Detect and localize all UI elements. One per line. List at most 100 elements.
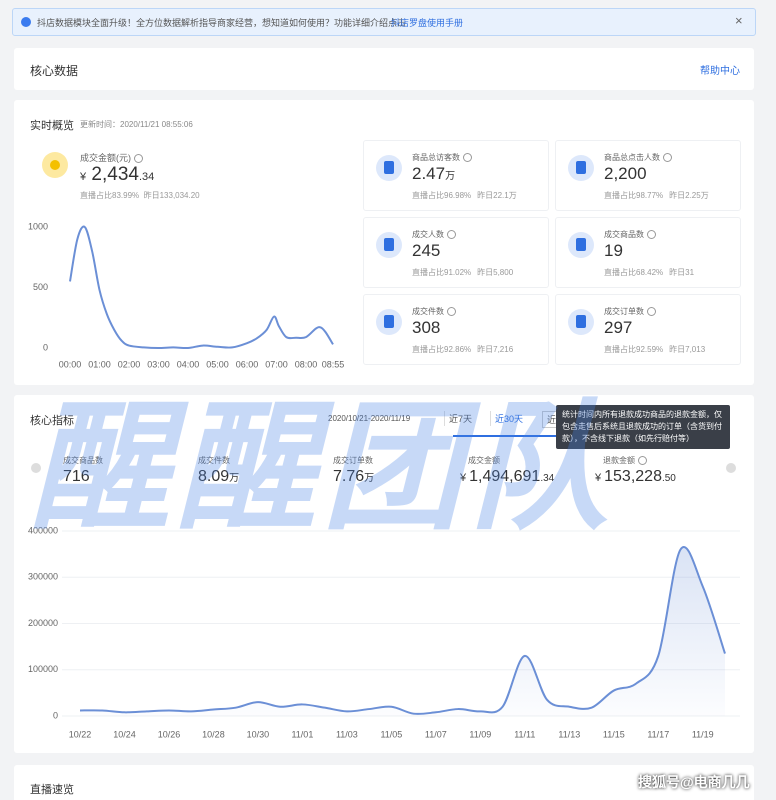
metric-sub: 直播占比92.86% 昨日7,216 (412, 344, 513, 355)
share: 直播占比91.02% (412, 268, 472, 277)
yesterday: 昨日22.1万 (477, 191, 517, 200)
banner: 抖店数据模块全面升级！全方位数据解析指导商家经营，想知道如何使用？功能详细介绍点… (12, 8, 756, 36)
info-icon (21, 17, 31, 27)
label-text: 成交商品数 (604, 230, 644, 239)
x-tick-label: 11/11 (514, 729, 535, 739)
value: 8.09 (198, 468, 230, 485)
value: 308 (412, 318, 441, 337)
metric-value: 245 (412, 241, 440, 261)
live-overview-card: 直播速览 (14, 765, 754, 800)
x-tick-label: 01:00 (88, 359, 111, 369)
help-link[interactable]: 帮助中心 (700, 66, 740, 77)
metric-icon-inner (576, 161, 586, 174)
range-tab[interactable]: 近30天 (490, 411, 527, 426)
metric-value: 2,200 (604, 164, 647, 184)
x-tick-label: 07:00 (265, 359, 288, 369)
money-icon-dot (50, 160, 60, 170)
metric-label: 成交件数 (198, 455, 230, 466)
currency: ¥ (80, 171, 87, 183)
x-tick-label: 11/19 (692, 729, 714, 739)
metric-card: 商品总访客数 2.47万直播占比96.98% 昨日22.1万 (363, 140, 549, 211)
metric-label: 成交件数 (412, 306, 456, 317)
value: 2,200 (604, 164, 647, 183)
metric-icon-inner (384, 315, 394, 328)
help-icon[interactable] (638, 456, 647, 466)
help-icon[interactable] (647, 307, 656, 317)
close-button[interactable]: × (735, 13, 743, 28)
line (79, 546, 726, 715)
metric-icon-inner (384, 238, 394, 251)
x-tick-label: 11/07 (425, 729, 447, 739)
value: 2.47 (412, 164, 446, 183)
x-tick-label: 10/30 (247, 729, 270, 739)
label-text: 成交金额(元) (80, 153, 131, 163)
metric-icon (568, 155, 594, 181)
value: 2,434 (91, 164, 139, 185)
unit: 万 (364, 473, 375, 484)
x-tick-label: 11/09 (469, 729, 491, 739)
label-text: 成交件数 (412, 307, 444, 316)
range-tab[interactable]: 近7天 (444, 411, 476, 426)
tab-underline (453, 435, 561, 437)
section-title: 核心数据 (30, 64, 79, 78)
unit: 万 (229, 473, 240, 484)
banner-link[interactable]: 抖店罗盘使用手册 (391, 18, 464, 28)
x-tick-label: 08:00 (295, 359, 318, 369)
label-text: 成交人数 (412, 230, 444, 239)
core-header: 核心数据 帮助中心 (14, 48, 754, 90)
metric-sub: 直播占比96.98% 昨日22.1万 (412, 190, 517, 201)
metric-value: 2.47万 (412, 164, 455, 184)
value: 297 (604, 318, 633, 337)
value: 245 (412, 241, 441, 260)
currency: ¥ (595, 472, 602, 484)
x-tick-label: 04:00 (177, 359, 200, 369)
metric-value: 716 (63, 468, 90, 486)
metric-value: 8.09万 (198, 468, 239, 486)
help-icon[interactable] (447, 307, 456, 317)
metric-sub: 直播占比98.77% 昨日2.25万 (604, 190, 709, 201)
metric-card: 成交订单数 297 直播占比92.59% 昨日7,013 (555, 294, 741, 365)
metric-icon (376, 309, 402, 335)
section-title: 核心指标 (30, 415, 74, 427)
metric-label: 退款金额 (603, 455, 647, 466)
metric-value: ¥1,494,691.34 (460, 468, 554, 486)
value: 716 (63, 468, 90, 485)
metric-icon-inner (576, 238, 586, 251)
x-tick-label: 02:00 (118, 359, 141, 369)
y-tick-label: 1000 (28, 221, 48, 231)
x-tick-label: 10/28 (202, 729, 225, 739)
label-text: 退款金额 (603, 456, 635, 465)
help-icon[interactable] (134, 154, 143, 164)
prev-arrow[interactable] (31, 463, 41, 473)
label-text: 商品总点击人数 (604, 153, 660, 162)
label-text: 商品总访客数 (412, 153, 460, 162)
help-icon[interactable] (647, 230, 656, 240)
help-icon[interactable] (463, 153, 472, 163)
metric-icon-inner (384, 161, 394, 174)
metric-label: 成交人数 (412, 229, 456, 240)
share: 直播占比92.86% (412, 345, 472, 354)
metric-value: ¥ 2,434.34 (80, 164, 154, 186)
yesterday: 昨日2.25万 (669, 191, 709, 200)
metric-value: 7.76万 (333, 468, 374, 486)
share: 直播占比83.99% (80, 191, 140, 200)
metric-value: 297 (604, 318, 632, 338)
metric-label: 成交商品数 (63, 455, 103, 466)
help-icon[interactable] (447, 230, 456, 240)
next-arrow[interactable] (726, 463, 736, 473)
y-tick-label: 300000 (28, 572, 58, 582)
metric-value: 308 (412, 318, 440, 338)
label-text: 成交订单数 (604, 307, 644, 316)
metric-label: 商品总访客数 (412, 152, 472, 163)
metric-value: ¥153,228.50 (595, 468, 676, 486)
metric-card: 成交件数 308 直播占比92.86% 昨日7,216 (363, 294, 549, 365)
x-tick-label: 11/15 (603, 729, 625, 739)
metric-value: 19 (604, 241, 623, 261)
money-icon (42, 152, 68, 178)
yesterday: 昨日5,800 (477, 268, 514, 277)
decimal: .50 (661, 473, 676, 484)
label-text: 成交商品数 (63, 456, 103, 465)
share: 直播占比68.42% (604, 268, 664, 277)
help-icon[interactable] (663, 153, 672, 163)
metric-card: 成交人数 245 直播占比91.02% 昨日5,800 (363, 217, 549, 288)
